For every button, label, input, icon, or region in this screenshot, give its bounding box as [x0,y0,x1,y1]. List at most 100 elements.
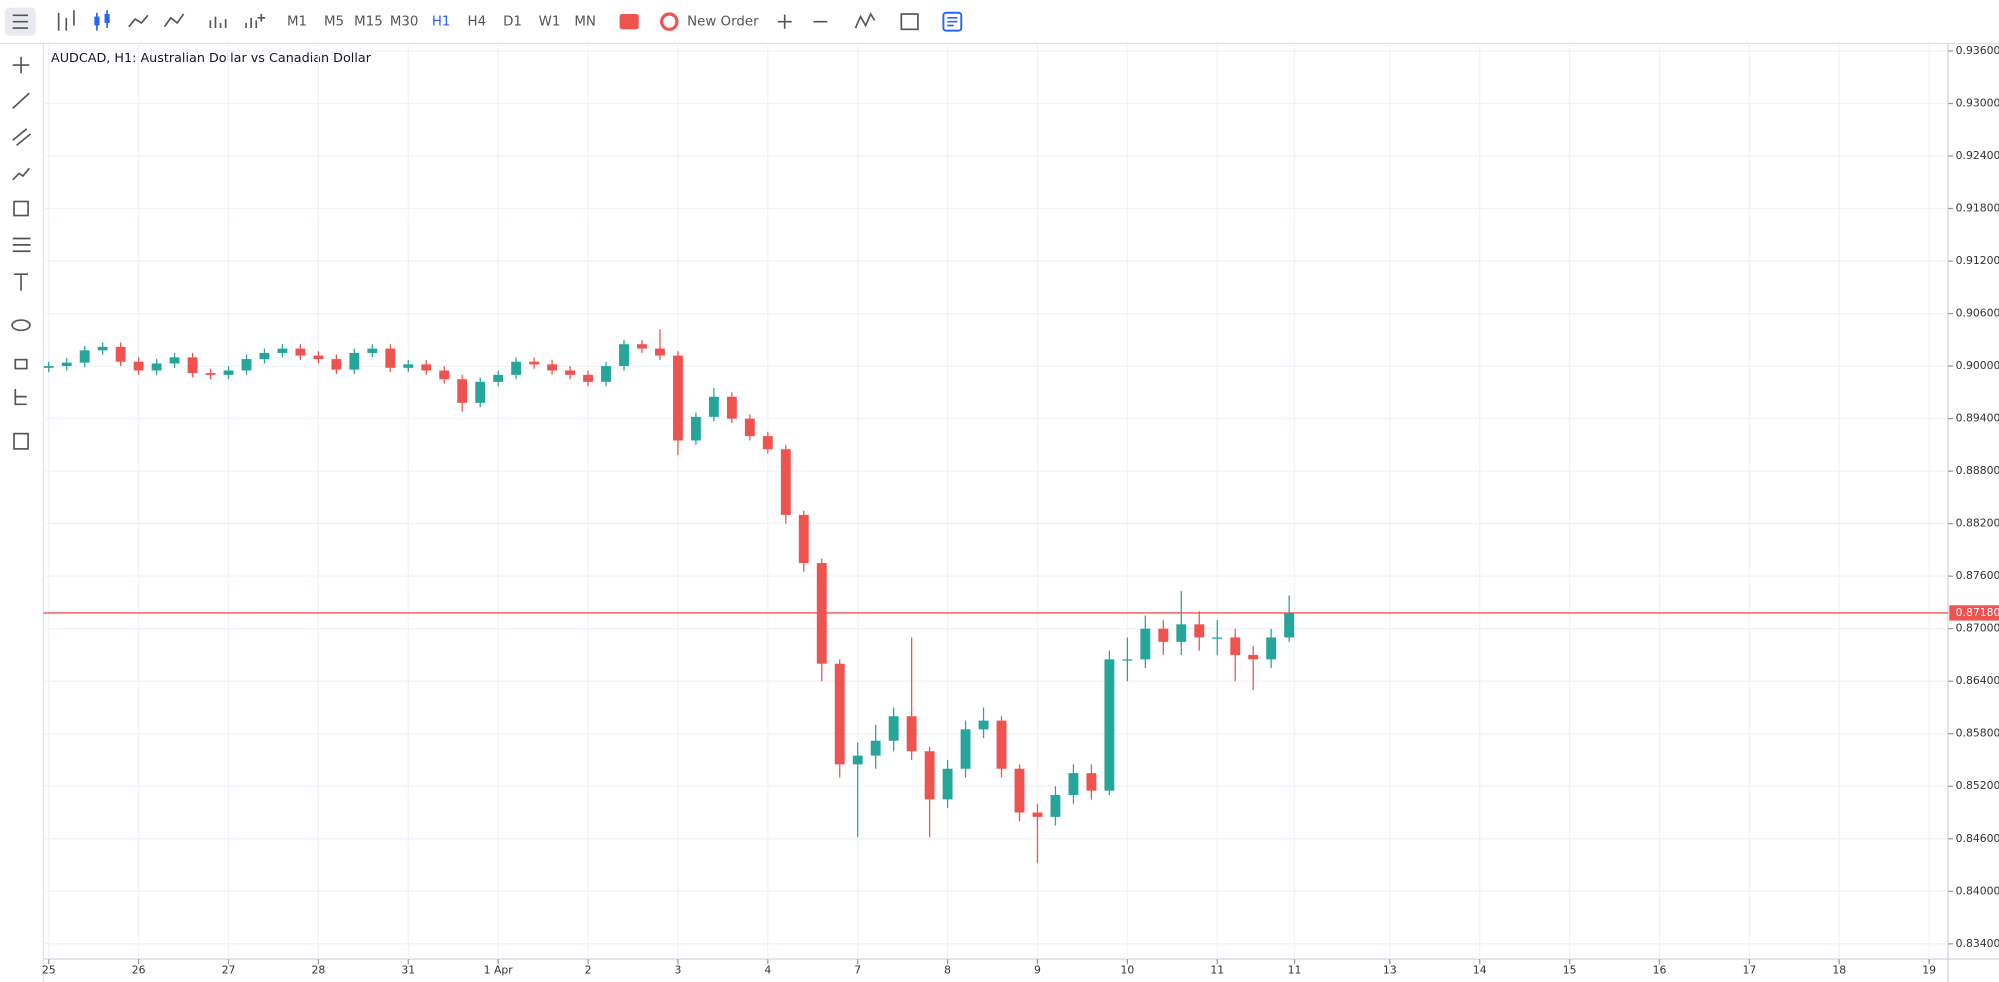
bar-chart-button[interactable] [57,10,75,31]
indicator-button[interactable] [854,12,876,29]
candle-body [1176,624,1187,642]
candle-body [151,363,162,371]
candle-body [547,364,558,371]
fib-tool[interactable] [12,237,31,253]
indicators-button[interactable] [245,14,266,29]
y-tick-label: 0.85200 [1956,779,1999,792]
x-tick-label: 18 [1832,964,1846,977]
timeframe[interactable]: M15 [354,15,383,30]
news-button[interactable] [942,11,963,32]
x-tick-label: 4 [764,964,771,977]
candle-body [942,768,953,800]
y-tick-label: 0.87000 [1956,622,1999,635]
candle-body [61,362,72,367]
toolbar [0,0,1999,44]
candle-body [43,366,54,368]
candle-body [655,348,665,356]
zoom-in-button[interactable] [777,14,792,29]
visibility-tool[interactable] [11,319,31,332]
timeframe[interactable]: H1 [432,15,451,30]
candle-body [187,357,198,374]
x-tick-label: 19 [1922,964,1936,977]
grid [43,43,1949,960]
y-tick-label: 0.84600 [1956,832,1999,845]
candle-body [97,346,108,351]
candle-body [115,346,126,362]
last-price-label: 0.87180 [1956,606,1999,619]
timeframe[interactable]: W1 [539,15,561,30]
timeframe[interactable]: M30 [390,15,419,30]
crosshair-tool[interactable] [12,56,30,74]
x-tick-label: 2 [585,964,592,977]
y-tick-label: 0.84000 [1956,884,1999,897]
x-tick-label: 14 [1473,964,1487,977]
x-tick-label: 1 Apr [484,964,514,977]
x-tick-label: 15 [1563,964,1577,977]
candle-body [457,379,468,403]
chart-title: AUDCAD, H1: Australian Dollar vs Canadia… [51,51,372,66]
x-tick-label: 9 [1034,964,1041,977]
candle-body [529,361,540,365]
timeframe[interactable]: MN [574,15,596,30]
x-tick-label: 7 [854,964,861,977]
candle-body [583,374,593,382]
x-tick-label: 10 [1120,964,1134,977]
volume-button[interactable] [209,16,227,29]
candle-body [619,344,629,367]
timeframe[interactable]: M5 [324,15,344,30]
candle-body [295,348,306,356]
candle-body [637,344,647,349]
news-icon [947,17,958,27]
candle-body [349,352,360,370]
candle-body [1248,654,1259,660]
y-tick-label: 0.90600 [1956,307,1999,320]
x-tick-label: 11 [1288,964,1302,977]
candle-body [439,370,450,380]
channel-tool[interactable] [12,128,32,147]
candle-body [1284,612,1295,638]
candle-body [385,348,396,368]
timeframe[interactable]: H4 [468,15,487,30]
candle-body [277,348,288,353]
calendar-button[interactable] [900,13,919,31]
shape-tool[interactable] [13,200,29,217]
candle-body [475,381,486,403]
y-tick-label: 0.92400 [1956,149,1999,162]
candle-body [708,396,719,417]
trade-button[interactable] [619,14,639,30]
candle-body [1014,768,1025,813]
trendline-tool[interactable] [12,92,30,110]
y-tick-label: 0.88800 [1956,464,1999,477]
y-tick-label: 0.88200 [1956,517,1999,530]
candle-body [834,663,845,765]
candle-body [1086,773,1097,791]
candle-body [1158,628,1169,642]
y-tick-label: 0.83400 [1956,937,1999,950]
candle-body [996,720,1007,769]
x-tick-label: 3 [674,964,681,977]
path-tool[interactable] [12,167,30,181]
area-chart-button[interactable] [163,13,185,28]
new-order-button[interactable]: New Order [687,15,759,30]
candle-body [169,357,180,364]
y-tick-label: 0.93600 [1956,44,1999,57]
timeframe[interactable]: D1 [503,15,522,30]
y-tick-label: 0.91200 [1956,254,1999,267]
candle-body [924,751,935,800]
y-tick-label: 0.85800 [1956,727,1999,740]
new-order-icon [660,12,679,31]
layers-tool[interactable] [13,432,29,450]
x-tick-label: 17 [1742,964,1756,977]
timeframe[interactable]: M1 [287,15,307,30]
text-tool[interactable] [14,273,29,291]
menu-icon [12,14,29,29]
line-chart-button[interactable] [128,14,149,28]
candle-body [493,374,504,382]
lock-tool[interactable] [14,358,28,370]
candle-body [1122,659,1133,661]
candle-body [762,436,773,450]
tree-tool[interactable] [14,388,27,406]
candle-body [511,361,522,375]
